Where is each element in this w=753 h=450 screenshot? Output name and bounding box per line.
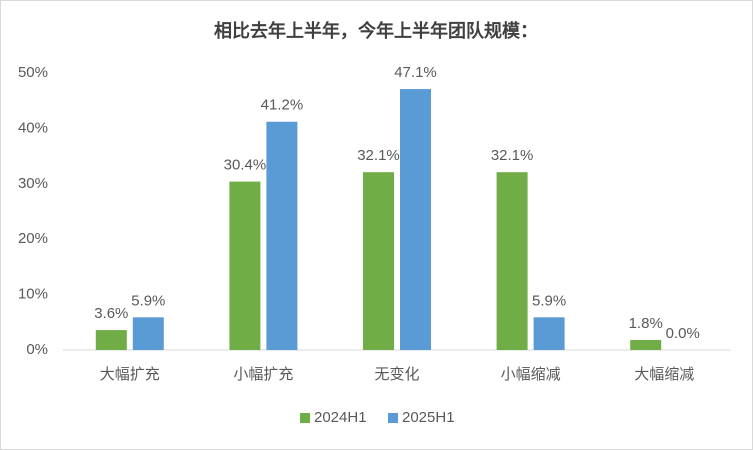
- legend-label: 2025H1: [402, 409, 455, 426]
- data-label: 3.6%: [94, 305, 128, 322]
- data-label: 32.1%: [357, 147, 400, 164]
- x-tick-label: 小幅缩减: [501, 366, 561, 383]
- x-tick-label: 大幅扩充: [100, 366, 160, 383]
- chart-title: 相比去年上半年，今年上半年团队规模：: [214, 20, 538, 41]
- x-tick-label: 无变化: [374, 366, 419, 383]
- data-label: 1.8%: [629, 315, 663, 332]
- x-tick-label: 小幅扩充: [233, 366, 293, 383]
- bar: [363, 172, 394, 350]
- legend-swatch: [388, 413, 398, 423]
- bar: [400, 89, 431, 350]
- data-label: 32.1%: [491, 147, 534, 164]
- bar: [95, 330, 127, 350]
- data-label: 30.4%: [224, 157, 267, 174]
- legend-label: 2024H1: [314, 409, 367, 426]
- data-label: 5.9%: [532, 292, 566, 309]
- bar: [266, 121, 298, 350]
- y-tick-label: 40%: [18, 119, 48, 136]
- y-tick-label: 0%: [26, 341, 48, 358]
- data-label: 41.2%: [261, 97, 304, 114]
- bar: [496, 172, 528, 350]
- y-tick-label: 10%: [18, 286, 48, 303]
- y-tick-label: 30%: [18, 175, 48, 192]
- bar: [533, 317, 565, 350]
- x-tick-label: 大幅缩减: [634, 366, 694, 383]
- bar: [630, 340, 662, 350]
- y-tick-label: 20%: [18, 230, 48, 247]
- data-label: 5.9%: [131, 292, 165, 309]
- data-label: 47.1%: [394, 64, 437, 81]
- data-label: 0.0%: [666, 325, 700, 342]
- bar: [132, 317, 164, 350]
- y-tick-label: 50%: [18, 64, 48, 81]
- legend-swatch: [300, 413, 310, 423]
- bar: [229, 181, 261, 350]
